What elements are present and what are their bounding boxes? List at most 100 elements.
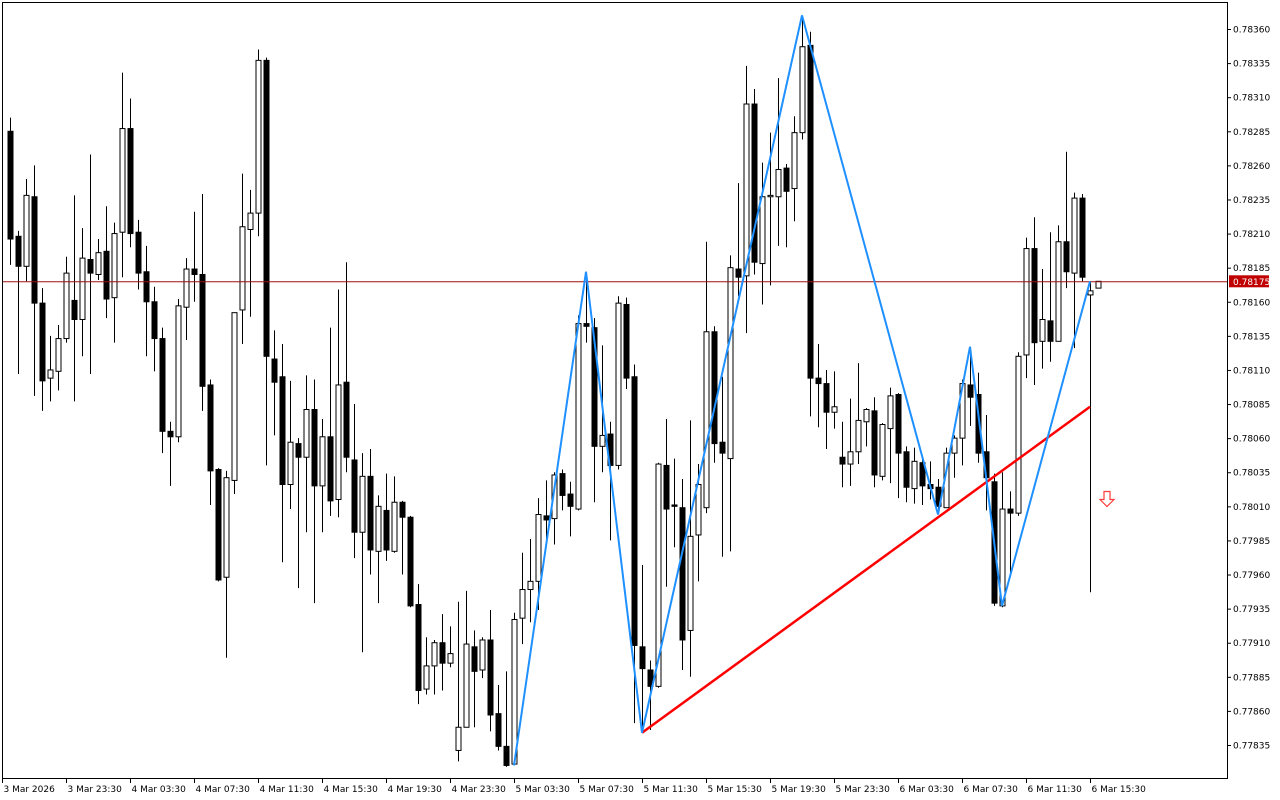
candle-body [495, 713, 502, 747]
bull-candle [479, 637, 486, 679]
bear-candle [711, 326, 718, 463]
bear-candle [279, 344, 286, 563]
candle-body [143, 271, 150, 303]
bull-candle [79, 228, 86, 357]
y-tick-label: 0.77935 [1233, 605, 1270, 615]
bear-candle [415, 584, 422, 705]
x-tick-label: 6 Mar 07:30 [964, 785, 1019, 795]
bull-candle [855, 363, 862, 465]
candle-body [839, 456, 846, 465]
bull-candle [703, 241, 710, 514]
candle-body [383, 509, 390, 551]
bull-candle [799, 15, 806, 140]
bear-candle [543, 480, 550, 541]
candle-body [1055, 241, 1062, 342]
candle-body [263, 59, 270, 357]
y-tick-label: 0.77985 [1233, 537, 1270, 547]
candle-body [1023, 248, 1030, 356]
bull-candle [1095, 280, 1102, 289]
x-tick-label: 5 Mar 03:30 [516, 785, 571, 795]
bull-candle [319, 419, 326, 533]
bull-candle [615, 296, 622, 470]
candle-body [831, 406, 838, 413]
candle-body [1095, 280, 1102, 289]
y-tick-label: 0.78360 [1233, 26, 1270, 36]
bear-candle [271, 330, 278, 436]
bull-candle [1015, 352, 1022, 516]
candle-body [919, 462, 926, 487]
candle-body [783, 167, 790, 192]
candle-body [679, 507, 686, 641]
bear-candle [407, 515, 414, 608]
bull-candle [1087, 281, 1094, 593]
bull-candle [63, 256, 70, 343]
bull-candle [743, 65, 750, 334]
price-axis[interactable]: 0.78360 0.78335 0.78310 0.78285 0.78260 0.782… [1227, 26, 1270, 752]
candle-body [903, 451, 910, 488]
time-axis[interactable]: 3 Mar 2026 3 Mar 23:30 4 Mar 03:30 4 Mar 07… [2, 778, 1147, 795]
candle-body [1047, 320, 1054, 342]
bear-candle [439, 614, 446, 691]
bear-candle [71, 195, 78, 402]
bull-candle [1071, 192, 1078, 349]
candle-body [471, 646, 478, 672]
bull-candle [375, 495, 382, 604]
candle-body [799, 46, 806, 134]
bull-candle [55, 324, 62, 391]
candle-body [527, 580, 534, 591]
bull-candle [95, 239, 102, 280]
current-price-label: 0.78175 [1229, 275, 1270, 288]
candle-body [1015, 355, 1022, 514]
candle-body [423, 665, 430, 690]
x-tick-label: 4 Mar 11:30 [260, 785, 315, 795]
bear-candle [159, 327, 166, 454]
candle-body [735, 268, 742, 278]
candle-body [823, 383, 830, 413]
bull-candle [575, 315, 582, 511]
candle-body [975, 393, 982, 454]
candle-body [359, 475, 366, 533]
candle-body [911, 460, 918, 490]
bear-candle [199, 194, 206, 411]
candle-body [175, 305, 182, 438]
candle-body [719, 441, 726, 454]
x-tick-label: 5 Mar 15:30 [708, 785, 763, 795]
candle-body [367, 475, 374, 551]
bull-candle [231, 312, 238, 495]
candle-body [703, 331, 710, 509]
bull-candle [23, 179, 30, 282]
y-tick-label: 0.78210 [1233, 230, 1270, 240]
candle-body [567, 493, 574, 507]
candle-body [255, 59, 262, 214]
x-tick-label: 4 Mar 15:30 [324, 785, 379, 795]
candle-body [215, 469, 222, 581]
candle-body [535, 514, 542, 582]
candle-body [511, 619, 518, 765]
bull-candle [47, 335, 54, 402]
candle-body [663, 464, 670, 510]
candle-body [543, 515, 550, 521]
trendline[interactable] [641, 405, 1091, 734]
bear-candle [343, 262, 350, 473]
bull-candle [431, 639, 438, 695]
candle-body [351, 459, 358, 533]
bear-candle [919, 457, 926, 505]
candle-body [111, 233, 118, 299]
candle-body [687, 535, 694, 631]
candle-body [479, 639, 486, 671]
candle-body [775, 168, 782, 198]
candle-body [967, 384, 974, 398]
candle-body [879, 424, 886, 477]
bull-candle [119, 72, 126, 278]
candle-body [231, 312, 238, 481]
candle-body [1007, 508, 1014, 514]
bear-candle [751, 89, 758, 275]
bear-candle [871, 397, 878, 488]
candle-body [431, 642, 438, 667]
bear-candle [383, 473, 390, 561]
candle-body [895, 393, 902, 454]
bull-candle [335, 289, 342, 518]
y-tick-label: 0.78035 [1233, 469, 1270, 479]
candle-body [7, 130, 14, 240]
